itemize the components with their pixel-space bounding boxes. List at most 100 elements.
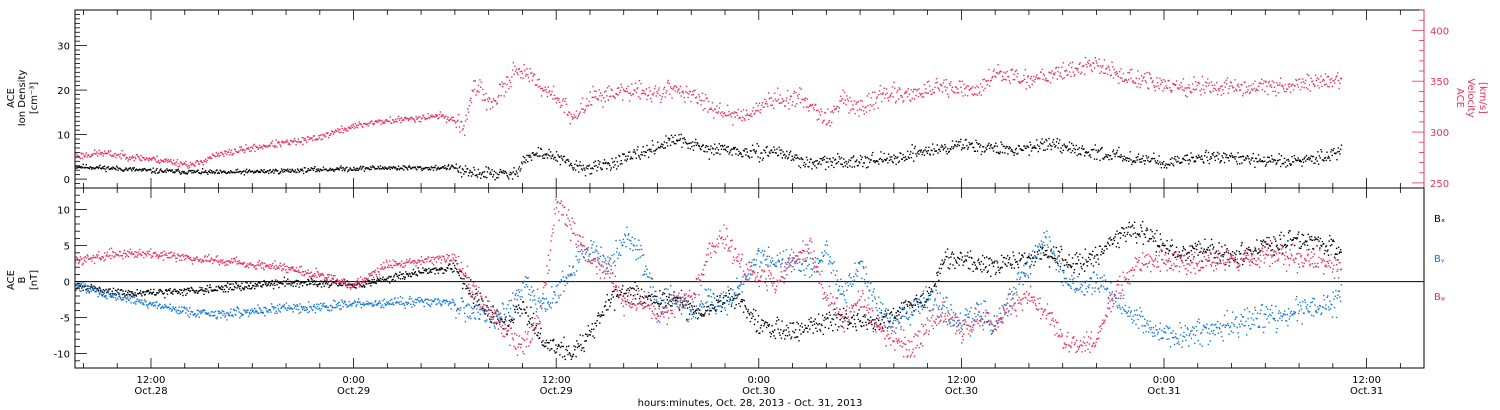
data-point — [980, 260, 982, 263]
data-point — [673, 291, 675, 293]
data-point — [118, 295, 121, 297]
data-point — [540, 148, 543, 151]
data-point — [806, 327, 808, 329]
data-point — [820, 108, 822, 110]
data-point — [1138, 234, 1140, 236]
data-point — [994, 260, 996, 262]
data-point — [495, 103, 498, 105]
data-point — [464, 134, 466, 136]
data-point — [648, 87, 650, 89]
data-point — [836, 162, 838, 164]
data-point — [950, 253, 953, 255]
data-point — [774, 92, 776, 94]
data-point — [271, 279, 273, 282]
data-point — [459, 165, 461, 167]
data-point — [578, 171, 580, 173]
data-point — [1216, 151, 1219, 154]
data-point — [1014, 152, 1016, 154]
data-point — [233, 148, 236, 150]
data-point — [562, 100, 564, 102]
data-point — [441, 267, 444, 270]
data-point — [375, 121, 378, 123]
data-point — [301, 281, 303, 283]
data-point — [527, 161, 529, 163]
data-point — [1084, 56, 1087, 59]
data-point — [1197, 156, 1199, 159]
data-point — [769, 152, 771, 154]
data-point — [184, 163, 186, 165]
data-point — [744, 306, 747, 308]
data-point — [398, 274, 400, 276]
data-point — [1286, 164, 1289, 167]
data-point — [258, 170, 261, 173]
data-point — [278, 286, 280, 289]
data-point — [481, 99, 483, 101]
data-point — [362, 166, 365, 168]
data-point — [856, 314, 858, 317]
data-point — [395, 120, 397, 123]
data-point — [277, 142, 279, 144]
data-point — [967, 267, 970, 270]
data-point — [401, 278, 404, 280]
data-point — [1237, 152, 1239, 154]
data-point — [295, 144, 297, 146]
data-point — [727, 146, 729, 148]
data-point — [347, 170, 349, 173]
data-point — [530, 323, 533, 326]
data-point — [360, 123, 363, 126]
data-point — [399, 278, 402, 280]
data-point — [297, 169, 299, 171]
data-point — [1217, 88, 1220, 90]
data-point — [1000, 141, 1002, 143]
data-point — [179, 171, 181, 174]
data-point — [907, 88, 910, 90]
data-point — [665, 135, 667, 137]
data-point — [1028, 256, 1030, 259]
data-point — [659, 94, 661, 97]
data-point — [1247, 155, 1249, 158]
data-point — [156, 155, 158, 157]
data-point — [749, 115, 752, 117]
data-point — [129, 158, 132, 161]
data-point — [192, 172, 195, 174]
data-point — [397, 115, 400, 117]
data-point — [653, 150, 655, 152]
data-point — [197, 290, 200, 293]
data-point — [817, 324, 819, 326]
data-point — [603, 314, 605, 316]
data-point — [459, 131, 461, 133]
data-point — [1209, 158, 1211, 160]
data-point — [124, 168, 126, 171]
data-point — [476, 176, 479, 178]
data-point — [431, 114, 433, 116]
data-point — [1106, 73, 1109, 75]
data-point — [808, 105, 811, 107]
data-point — [1255, 157, 1258, 160]
data-point — [1150, 77, 1153, 80]
data-point — [680, 95, 682, 97]
data-point — [447, 264, 450, 267]
data-point — [1163, 166, 1166, 169]
data-point — [533, 154, 536, 157]
data-point — [782, 101, 784, 103]
data-point — [384, 166, 386, 168]
data-point — [589, 91, 591, 93]
data-point — [1017, 263, 1019, 265]
data-point — [882, 315, 885, 318]
data-point — [1309, 90, 1311, 92]
data-point — [665, 304, 667, 307]
data-point — [1100, 147, 1103, 149]
data-point — [326, 279, 328, 281]
data-point — [999, 70, 1001, 72]
data-point — [1272, 90, 1274, 92]
data-point — [702, 314, 704, 316]
data-point — [568, 345, 570, 347]
data-point — [362, 123, 365, 125]
data-point — [183, 171, 185, 173]
data-point — [982, 79, 984, 81]
data-point — [136, 289, 138, 291]
data-point — [177, 292, 179, 295]
data-point — [592, 85, 594, 88]
data-point — [1012, 251, 1014, 253]
data-point — [859, 320, 861, 323]
